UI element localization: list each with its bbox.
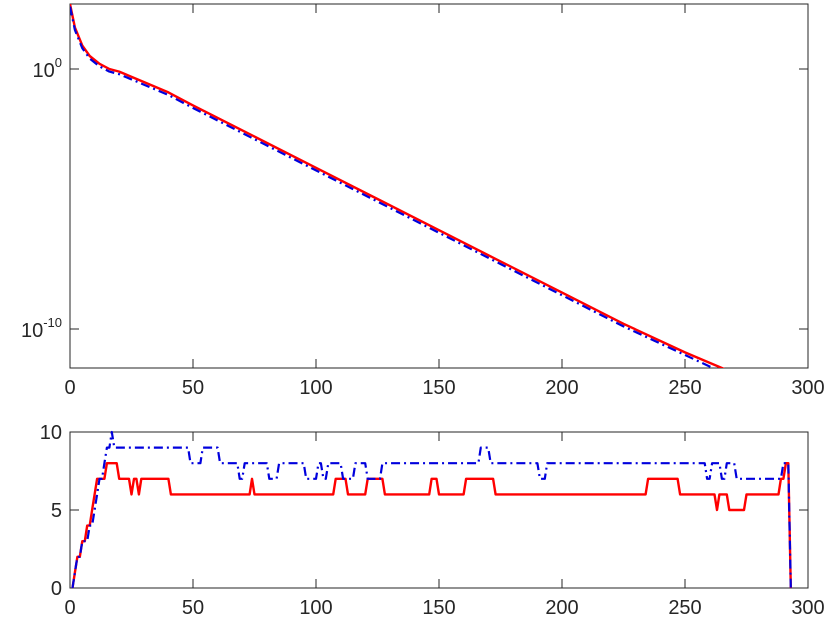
bottom-series-blue-dashdot-line: [71, 430, 792, 589]
top-series-red-line: [70, 4, 725, 368]
bottom-axes: 0 50 100 150 200 250 300 0 5 10: [40, 422, 825, 619]
bottom-y-tick-label: 5: [51, 500, 62, 522]
bottom-x-tick-label: 50: [182, 597, 204, 619]
bottom-x-tick-label: 300: [791, 597, 824, 619]
top-x-tick-label: 100: [299, 377, 332, 399]
top-y-tick-label: 10-10: [21, 315, 62, 342]
top-axes: 0 50 100 150 200 250 300 100 10-10: [21, 3, 825, 399]
bottom-y-tick-label: 0: [51, 578, 62, 600]
bottom-x-tick-label: 200: [545, 597, 578, 619]
top-x-tick-label: 50: [182, 377, 204, 399]
top-x-tick-label: 300: [791, 377, 824, 399]
top-x-tick-label: 150: [422, 377, 455, 399]
top-y-tick-label: 100: [33, 55, 62, 82]
top-x-tick-label: 250: [668, 377, 701, 399]
top-x-tick-label: 200: [545, 377, 578, 399]
bottom-x-tick-label: 100: [299, 597, 332, 619]
bottom-y-tick-label: 10: [40, 422, 62, 444]
top-series-blue-dashdot-line: [70, 6, 716, 368]
bottom-x-tick-label: 250: [668, 597, 701, 619]
bottom-x-tick-label: 0: [64, 597, 75, 619]
top-x-tick-label: 0: [64, 377, 75, 399]
bottom-x-tick-label: 150: [422, 597, 455, 619]
